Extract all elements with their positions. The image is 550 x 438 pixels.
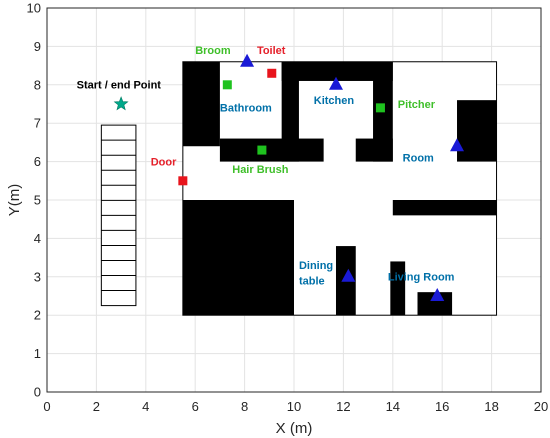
x-tick-label: 2 [93,399,100,414]
y-tick-label: 5 [34,193,41,208]
annotation-label: Kitchen [314,95,355,107]
annotation-label: Broom [195,45,231,57]
y-axis-label: Y(m) [6,184,23,217]
y-tick-label: 9 [34,39,41,54]
y-tick-label: 0 [34,385,41,400]
annotation-label: Dining [299,260,333,272]
wall-block [392,200,497,216]
x-tick-label: 16 [435,399,449,414]
y-tick-label: 3 [34,269,41,284]
x-tick-label: 20 [534,399,548,414]
annotation-label: table [299,275,325,287]
wall-block [457,100,497,162]
red-square-marker [178,176,188,186]
wall-block [417,292,453,316]
annotation-label: Pitcher [398,99,436,111]
x-tick-label: 8 [241,399,248,414]
walls [182,61,497,316]
plot-frame [46,7,542,393]
x-tick-labels: 0 2 4 6 8 10 12 14 16 18 20 [43,399,548,414]
green-square-marker [375,103,385,113]
wall-block [281,61,393,81]
y-tick-label: 7 [34,116,41,131]
wall-block [182,200,294,316]
x-tick-label: 18 [484,399,498,414]
wall-block [390,261,406,316]
wall-block [182,61,220,147]
wall-block [219,138,324,162]
annotations: Broom Toilet Start / end Point Bathroom Kitc… [77,45,455,287]
x-tick-label: 0 [43,399,50,414]
markers [113,53,465,301]
green-square-marker [257,145,267,155]
blue-triangle-marker [450,138,465,152]
green-square-marker [222,80,232,90]
blue-triangle-marker [430,288,445,301]
y-tick-label: 1 [34,346,41,361]
annotation-label: Room [403,153,434,165]
blue-triangle-marker [240,53,255,67]
wall-block [355,138,393,162]
staircase [100,124,137,307]
x-tick-label: 6 [192,399,199,414]
blue-triangle-marker [341,268,356,282]
y-tick-label: 10 [27,1,41,16]
annotation-label: Toilet [257,45,286,57]
y-tick-label: 2 [34,308,41,323]
y-tick-label: 4 [34,231,41,246]
blue-triangle-marker [328,76,343,90]
y-tick-labels: 0 1 2 3 4 5 6 7 8 9 10 [27,1,41,400]
x-tick-label: 4 [142,399,149,414]
x-tick-label: 12 [336,399,350,414]
annotation-label: Door [151,156,177,168]
x-tick-label: 10 [287,399,301,414]
x-tick-label: 14 [386,399,400,414]
x-axis-label: X (m) [276,420,313,437]
y-tick-label: 8 [34,77,41,92]
annotation-label: Hair Brush [232,164,289,176]
annotation-label: Start / end Point [77,80,162,92]
annotation-label: Living Room [388,272,455,284]
y-tick-label: 6 [34,154,41,169]
red-square-marker [267,68,277,78]
wall-block [281,61,299,162]
start-star-marker [113,96,129,111]
annotation-label: Bathroom [220,103,272,115]
